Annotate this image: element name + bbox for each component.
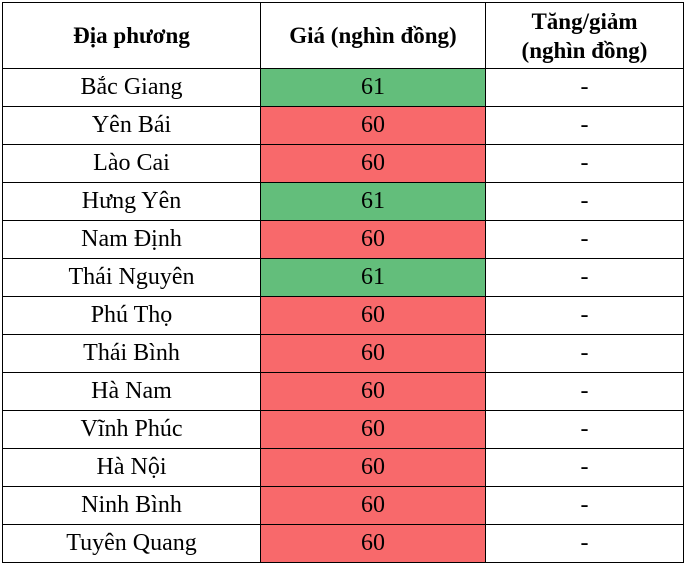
place-cell: Yên Bái: [2, 106, 261, 145]
place-cell: Thái Bình: [2, 334, 261, 373]
change-cell: -: [485, 448, 684, 487]
table-row: Tuyên Quang 60-: [2, 524, 684, 563]
table-row: Hà Nội 60-: [2, 448, 684, 487]
price-cell: 60: [260, 220, 486, 259]
change-cell: -: [485, 410, 684, 449]
header-price: Giá (nghìn đồng): [260, 2, 486, 69]
change-cell: -: [485, 68, 684, 107]
price-cell: 61: [260, 258, 486, 297]
price-cell: 60: [260, 372, 486, 411]
place-cell: Thái Nguyên: [2, 258, 261, 297]
change-cell: -: [485, 524, 684, 563]
price-cell: 61: [260, 68, 486, 107]
price-cell: 60: [260, 144, 486, 183]
table-row: Yên Bái 60-: [2, 106, 684, 145]
header-change: Tăng/giảm (nghìn đồng): [485, 2, 684, 69]
table-row: Hưng Yên 61-: [2, 182, 684, 221]
price-cell: 60: [260, 106, 486, 145]
table-row: Thái Bình 60-: [2, 334, 684, 373]
header-place: Địa phương: [2, 2, 261, 69]
price-cell: 60: [260, 410, 486, 449]
change-cell: -: [485, 296, 684, 335]
place-cell: Lào Cai: [2, 144, 261, 183]
place-cell: Vĩnh Phúc: [2, 410, 261, 449]
place-cell: Tuyên Quang: [2, 524, 261, 563]
header-row: Địa phương Giá (nghìn đồng) Tăng/giảm (n…: [2, 2, 684, 69]
change-cell: -: [485, 372, 684, 411]
price-table: Địa phương Giá (nghìn đồng) Tăng/giảm (n…: [2, 2, 684, 563]
change-cell: -: [485, 486, 684, 525]
change-cell: -: [485, 144, 684, 183]
place-cell: Hà Nam: [2, 372, 261, 411]
place-cell: Hưng Yên: [2, 182, 261, 221]
change-cell: -: [485, 334, 684, 373]
place-cell: Bắc Giang: [2, 68, 261, 107]
place-cell: Ninh Bình: [2, 486, 261, 525]
price-cell: 60: [260, 334, 486, 373]
table-row: Phú Thọ 60-: [2, 296, 684, 335]
table-row: Ninh Bình 60-: [2, 486, 684, 525]
table-row: Hà Nam 60-: [2, 372, 684, 411]
change-cell: -: [485, 106, 684, 145]
table-row: Vĩnh Phúc 60-: [2, 410, 684, 449]
change-cell: -: [485, 258, 684, 297]
place-cell: Nam Định: [2, 220, 261, 259]
place-cell: Hà Nội: [2, 448, 261, 487]
place-cell: Phú Thọ: [2, 296, 261, 335]
change-cell: -: [485, 182, 684, 221]
table-row: Lào Cai 60-: [2, 144, 684, 183]
table-row: Thái Nguyên 61-: [2, 258, 684, 297]
price-cell: 60: [260, 486, 486, 525]
price-cell: 60: [260, 448, 486, 487]
price-cell: 60: [260, 524, 486, 563]
table-row: Bắc Giang 61-: [2, 68, 684, 107]
table-row: Nam Định 60-: [2, 220, 684, 259]
price-cell: 60: [260, 296, 486, 335]
price-cell: 61: [260, 182, 486, 221]
change-cell: -: [485, 220, 684, 259]
